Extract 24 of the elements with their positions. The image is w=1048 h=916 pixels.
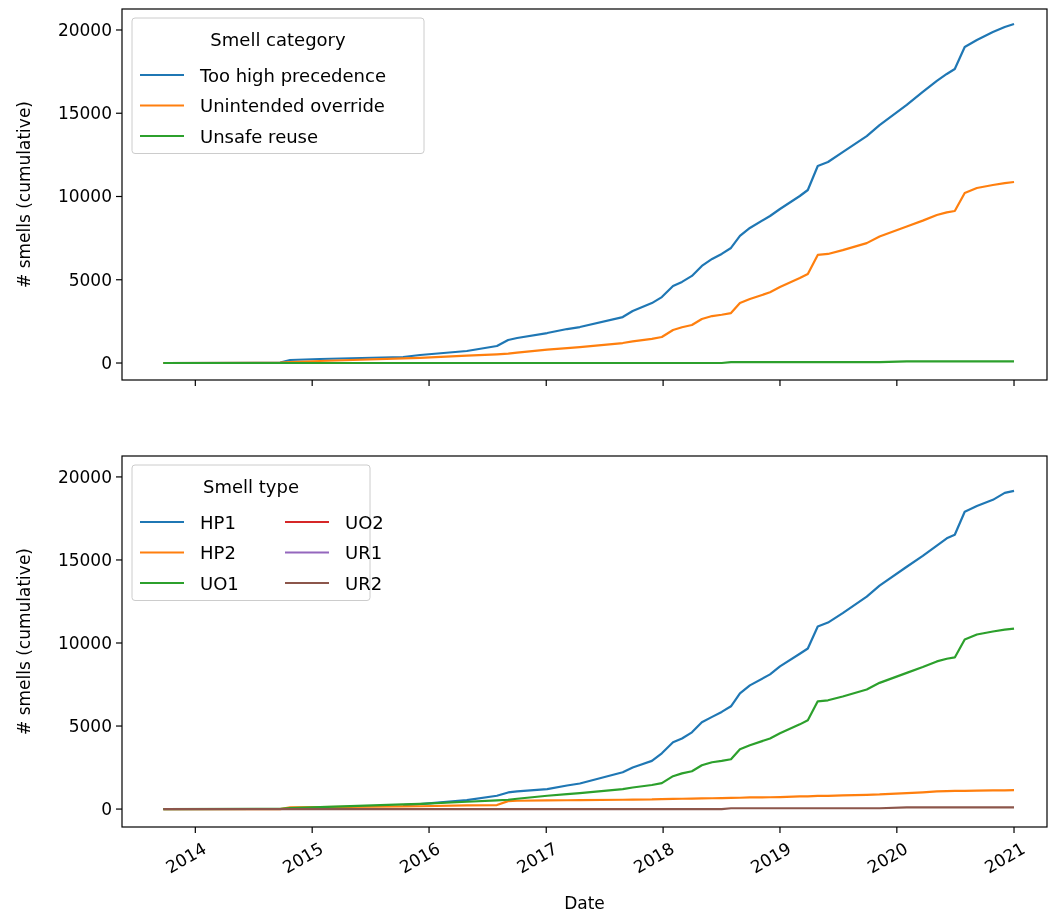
y-tick-label: 20000	[57, 466, 112, 487]
y-tick-label: 0	[101, 353, 112, 374]
legend-label: Unsafe reuse	[200, 125, 319, 147]
x-axis-title: Date	[564, 893, 605, 913]
y-tick-label: 5000	[68, 716, 112, 737]
legend-label: HP1	[200, 511, 236, 533]
legend-label: UR1	[345, 542, 383, 563]
y-tick-label: 5000	[68, 269, 112, 290]
y-tick-label: 15000	[57, 103, 112, 124]
legend-label: Too high precedence	[199, 64, 387, 86]
y-tick-label: 10000	[57, 186, 112, 207]
y-axis-title: # smells (cumulative)	[14, 101, 34, 288]
legend-label: Unintended override	[200, 95, 385, 116]
y-tick-label: 20000	[57, 19, 112, 40]
legend-label: HP2	[200, 542, 236, 563]
y-tick-label: 10000	[57, 632, 112, 653]
legend-label: UO2	[345, 511, 384, 533]
y-tick-label: 0	[101, 799, 112, 820]
legend-label: UR2	[345, 572, 383, 594]
y-axis-title: # smells (cumulative)	[14, 548, 34, 735]
legend-title: Smell type	[203, 476, 299, 497]
y-tick-label: 15000	[57, 549, 112, 570]
legend-title: Smell category	[210, 29, 346, 50]
legend-label: UO1	[200, 572, 239, 594]
